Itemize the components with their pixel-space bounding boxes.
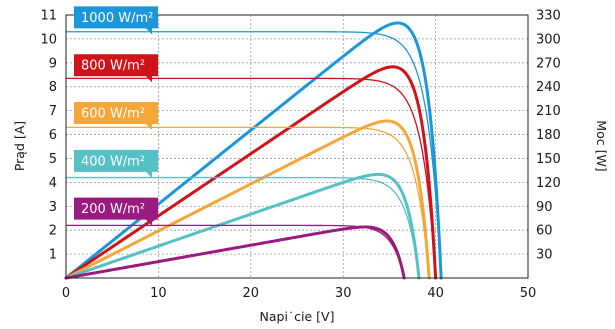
x-tick-label: 0 [62,286,70,301]
y-left-tick-label: 10 [40,32,57,47]
irradiance-label-bg [74,102,158,131]
y-right-tick-label: 30 [536,248,553,263]
irradiance-label-bg [74,6,158,35]
y-right-tick-label: 60 [536,224,553,239]
current-curve [66,77,437,279]
current-curve [66,224,405,279]
irradiance-label-text: 1000 W/m² [81,11,153,26]
current-curve [66,31,442,279]
irradiance-label-bg [74,54,158,83]
irradiance-label-text: 400 W/m² [81,154,145,169]
x-axis-title: Napi˙cie [V] [260,309,335,324]
irradiance-label: 400 W/m² [74,149,158,178]
irradiance-label-text: 200 W/m² [81,202,145,217]
x-tick-label: 30 [335,286,352,301]
y-right-tick-label: 150 [536,152,561,167]
y-left-tick-label: 8 [49,80,57,95]
y-right-tick-label: 90 [536,200,553,215]
irradiance-labels: 1000 W/m² 800 W/m² 600 W/m² 400 W/m² 200 W/m… [74,6,158,226]
y-left-axis-title: Prąd [A] [12,121,27,171]
y-left-tick-label: 1 [49,248,57,263]
y-right-tick-label: 330 [536,9,561,24]
y-left-tick-label: 6 [49,128,57,143]
power-curve [64,119,431,280]
y-left-tick-label: 3 [49,200,57,215]
y-right-tick-label: 210 [536,104,561,119]
curves [64,21,443,280]
irradiance-label-text: 600 W/m² [81,107,145,122]
power-curve [64,225,406,280]
x-tick-label: 50 [520,286,537,301]
y-left-tick-label: 5 [49,152,57,167]
plot-frame [65,14,529,279]
irradiance-label: 1000 W/m² [74,6,158,35]
irradiance-label: 200 W/m² [74,197,158,226]
y-right-tick-label: 240 [536,80,561,95]
irradiance-label: 800 W/m² [74,54,158,83]
y-right-axis-title: Moc [W] [594,120,609,171]
y-right-tick-label: 120 [536,176,561,191]
x-tick-label: 40 [427,286,444,301]
y-left-tick-label: 9 [49,56,57,71]
y-left-tick-label: 7 [49,104,57,119]
x-tick-label: 20 [243,286,260,301]
irradiance-label-bg [74,197,158,226]
irradiance-label-bg [74,149,158,178]
irradiance-label-text: 800 W/m² [81,59,145,74]
y-right-tick-label: 270 [536,56,561,71]
irradiance-label: 600 W/m² [74,102,158,131]
y-left-tick-label: 4 [49,176,57,191]
y-right-tick-label: 180 [536,128,561,143]
y-left-tick-label: 11 [40,9,57,24]
power-curve [64,172,421,280]
power-curve [64,65,438,280]
y-right-tick-label: 300 [536,32,561,47]
current-curve [66,126,430,279]
y-left-tick-label: 2 [49,224,57,239]
x-tick-label: 10 [150,286,167,301]
ticks: 0 10 20 30 40 50 1 2 3 4 5 6 7 8 9 10 11 30 60 90 120 150 180 2… [40,9,560,302]
